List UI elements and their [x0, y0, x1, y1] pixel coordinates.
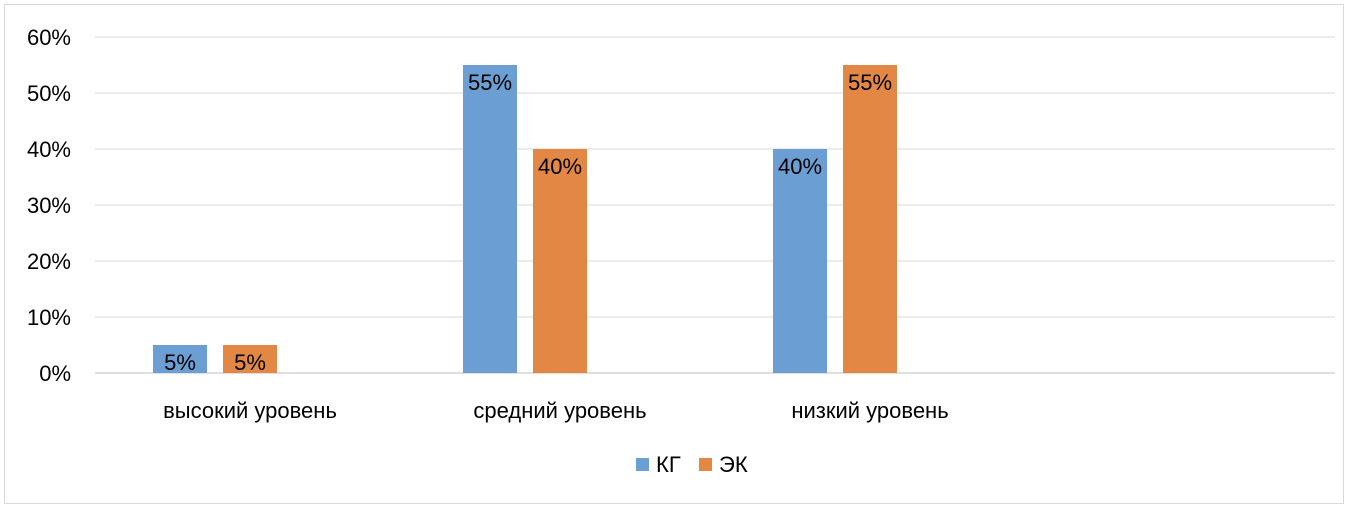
y-tick-label: 40% — [27, 137, 71, 162]
y-axis: 0% 10% 20% 30% 40% 50% 60% — [27, 25, 71, 386]
data-label: 55% — [468, 70, 512, 95]
data-labels: 5% 5% 55% 40% 40% 55% — [164, 70, 892, 375]
y-tick-label: 60% — [27, 25, 71, 50]
legend-label: КГ — [656, 452, 681, 477]
bar — [153, 345, 207, 373]
legend-swatch — [699, 458, 712, 471]
data-label: 40% — [538, 154, 582, 179]
legend-swatch — [636, 458, 649, 471]
gridlines — [95, 36, 1335, 374]
x-tick-label: средний уровень — [473, 398, 646, 423]
bars — [153, 65, 897, 373]
bar — [533, 149, 587, 373]
x-tick-label: низкий уровень — [791, 398, 948, 423]
x-axis: высокий уровень средний уровень низкий уро… — [163, 398, 949, 423]
chart-frame — [4, 4, 1344, 504]
legend-label: ЭК — [719, 452, 748, 477]
data-label: 5% — [164, 350, 196, 375]
bar — [223, 345, 277, 373]
bar — [773, 149, 827, 373]
x-tick-label: высокий уровень — [163, 398, 337, 423]
data-label: 55% — [848, 70, 892, 95]
bar — [463, 65, 517, 373]
bar — [843, 65, 897, 373]
data-label: 40% — [778, 154, 822, 179]
data-label: 5% — [234, 350, 266, 375]
y-tick-label: 10% — [27, 305, 71, 330]
y-tick-label: 30% — [27, 193, 71, 218]
legend: КГ ЭК — [636, 452, 748, 477]
y-tick-label: 20% — [27, 249, 71, 274]
y-tick-label: 0% — [39, 361, 71, 386]
y-tick-label: 50% — [27, 81, 71, 106]
